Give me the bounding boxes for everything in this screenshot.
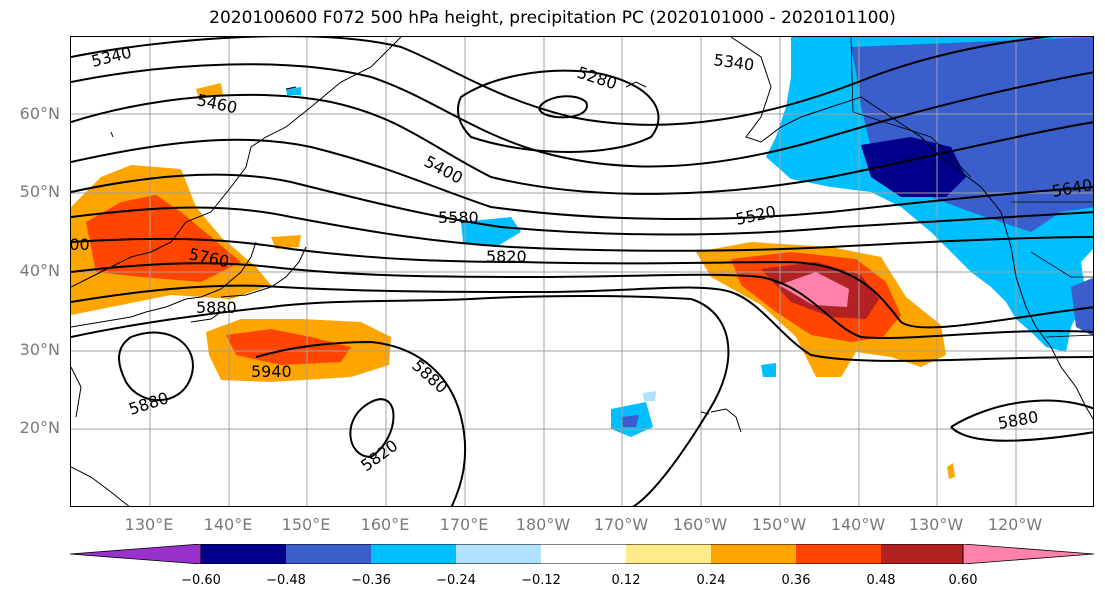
contour-label: 5880 [408, 356, 451, 397]
lat-label: 20°N [19, 418, 60, 437]
lon-label: 180°W [515, 515, 571, 534]
map-panel: 5340 5460 5280 5340 5400 5580 5520 5640 … [70, 36, 1094, 507]
colorbar [70, 544, 1094, 564]
colorbar-swatch [286, 544, 371, 564]
colorbar-tick-label: 0.36 [781, 573, 811, 588]
lon-label: 140°W [830, 515, 886, 534]
contour-label: 5940 [251, 362, 292, 381]
lat-label: 30°N [19, 340, 60, 359]
contour-label: 5880 [126, 388, 171, 419]
lon-label: 150°W [751, 515, 807, 534]
precip-negative-shading [286, 37, 1093, 437]
coastlines [71, 37, 1093, 506]
lon-label: 120°W [987, 515, 1043, 534]
colorbar-tick-label: −0.12 [521, 573, 561, 588]
colorbar-tick-label: −0.60 [181, 573, 221, 588]
colorbar-swatch [962, 544, 1094, 564]
contour-label: 5820 [357, 436, 401, 475]
colorbar-swatch [626, 544, 711, 564]
colorbar-swatch [881, 544, 963, 564]
map-canvas: 5340 5460 5280 5340 5400 5580 5520 5640 … [71, 37, 1093, 506]
lon-label: 170°W [593, 515, 649, 534]
colorbar-tick-label: 0.24 [696, 573, 726, 588]
colorbar-tick-label: −0.36 [351, 573, 391, 588]
lat-label: 40°N [19, 261, 60, 280]
colorbar-tick-label: −0.48 [266, 573, 306, 588]
lat-label: 60°N [19, 104, 60, 123]
colorbar-tick-label: 0.48 [866, 573, 896, 588]
borders [850, 37, 1093, 338]
colorbar-tick-label: 0.60 [948, 573, 978, 588]
contour-label: 5400 [421, 152, 466, 188]
colorbar-swatch [711, 544, 796, 564]
height-contours [71, 37, 1093, 506]
lon-label: 150°E [281, 515, 331, 534]
map-title: 2020100600 F072 500 hPa height, precipit… [209, 8, 896, 28]
contour-label: 5340 [89, 43, 133, 71]
colorbar-frame [200, 544, 964, 564]
lat-label: 50°N [19, 182, 60, 201]
contour-label: 5700 [71, 235, 90, 254]
lon-label: 160°W [672, 515, 728, 534]
contour-label: 5580 [438, 208, 479, 227]
lon-label: 170°E [439, 515, 489, 534]
colorbar-tick-label: 0.12 [611, 573, 641, 588]
colorbar-swatch [456, 544, 541, 564]
colorbar-swatch [70, 544, 202, 564]
contour-label: 5880 [196, 298, 237, 317]
contour-label: 5280 [575, 63, 620, 94]
lon-label: 160°E [360, 515, 410, 534]
contour-label: 5520 [734, 202, 778, 229]
colorbar-swatch [371, 544, 456, 564]
graticule [71, 37, 1093, 506]
lon-label: 130°W [908, 515, 964, 534]
colorbar-tick-label: −0.24 [436, 573, 476, 588]
lon-label: 130°E [124, 515, 174, 534]
colorbar-swatch [796, 544, 881, 564]
lon-label: 140°E [203, 515, 253, 534]
colorbar-swatch [201, 544, 286, 564]
colorbar-swatch [541, 544, 626, 564]
contour-label: 5820 [486, 247, 527, 266]
contour-label: 5340 [712, 50, 755, 74]
